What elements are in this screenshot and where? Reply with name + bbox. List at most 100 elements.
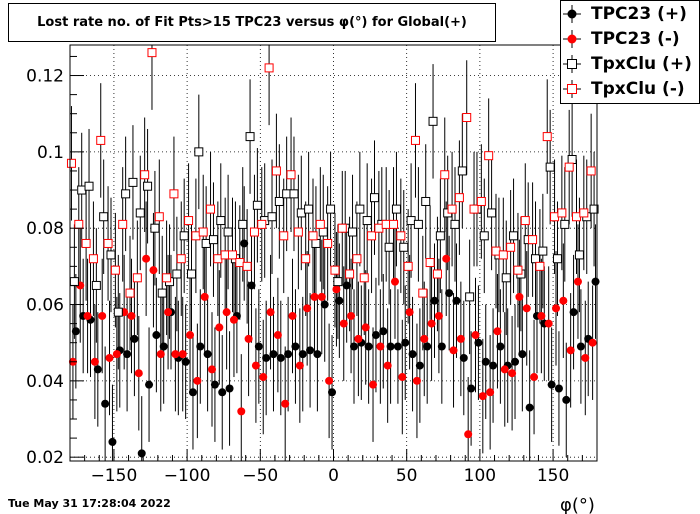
x-tick-label: −150 [91, 466, 138, 486]
data-point [105, 353, 114, 362]
data-point [528, 235, 538, 245]
data-point [306, 346, 315, 355]
data-point [198, 227, 208, 237]
data-point [162, 273, 172, 283]
data-point [291, 342, 300, 351]
data-point [326, 204, 336, 214]
data-point [66, 158, 76, 168]
data-point [147, 48, 157, 58]
data-point [245, 132, 255, 142]
data-point [293, 227, 303, 237]
data-point [249, 227, 259, 237]
data-point [427, 319, 436, 328]
data-point [403, 261, 413, 271]
data-point [176, 254, 186, 264]
data-point [349, 342, 358, 351]
data-point [496, 342, 505, 351]
data-point [572, 212, 582, 222]
data-point [157, 288, 167, 298]
data-point [143, 181, 153, 191]
data-point [589, 204, 599, 214]
chart-legend: TPC23 (+) TPC23 (-) TpxClu (+) TpxClu (-… [560, 0, 700, 104]
data-point [98, 311, 107, 320]
data-point [210, 380, 219, 389]
data-point [254, 342, 263, 351]
x-tick-label: −100 [164, 466, 211, 486]
data-point [77, 185, 87, 195]
data-point [425, 258, 435, 268]
data-point [345, 269, 355, 279]
data-point [489, 361, 498, 370]
data-point [206, 204, 216, 214]
data-point [235, 258, 245, 268]
data-point [90, 357, 99, 366]
data-point [564, 162, 574, 172]
x-tick-label: 50 [396, 466, 418, 486]
data-point [325, 376, 334, 385]
data-point [513, 265, 523, 275]
data-point [415, 361, 424, 370]
data-point [405, 308, 414, 317]
data-point [132, 273, 142, 283]
data-point [491, 246, 501, 256]
data-point [554, 384, 563, 393]
data-point [240, 239, 249, 248]
data-point [498, 250, 508, 260]
data-point [515, 292, 524, 301]
legend-marker-red-filled-circle [561, 28, 583, 50]
data-point [530, 373, 539, 382]
data-point [437, 342, 446, 351]
data-point [469, 204, 479, 214]
data-point [317, 292, 326, 301]
data-point [509, 231, 519, 241]
data-point [567, 154, 577, 164]
data-point [134, 369, 143, 378]
data-point [110, 265, 120, 275]
data-point [145, 380, 154, 389]
data-point [550, 212, 560, 222]
data-point [410, 135, 420, 145]
data-point [106, 250, 116, 260]
x-tick-label: −50 [242, 466, 278, 486]
data-point [464, 430, 473, 439]
data-point [142, 254, 151, 263]
data-point [581, 353, 590, 362]
data-point [301, 254, 311, 264]
data-point [452, 296, 461, 305]
data-point [135, 208, 145, 218]
data-point [74, 219, 84, 229]
data-point [279, 231, 289, 241]
data-point [573, 277, 582, 286]
data-point [237, 407, 246, 416]
data-point [508, 369, 517, 378]
data-point [181, 357, 190, 366]
legend-item: TPC23 (-) [561, 27, 700, 51]
data-point [381, 219, 391, 229]
data-point [103, 238, 113, 248]
data-point [273, 331, 282, 340]
data-point [330, 265, 340, 275]
data-point [99, 212, 109, 222]
data-point [152, 331, 161, 340]
data-point [184, 216, 194, 226]
data-point [396, 231, 406, 241]
data-point [423, 342, 432, 351]
data-point [389, 219, 399, 229]
data-point [421, 196, 431, 206]
data-point [434, 311, 443, 320]
legend-label: TPC23 (+) [591, 4, 687, 24]
data-point [257, 219, 267, 229]
data-point [559, 296, 568, 305]
data-point [251, 361, 260, 370]
data-point [262, 353, 271, 362]
data-point [281, 399, 290, 408]
data-point [308, 231, 318, 241]
data-point [332, 285, 341, 294]
x-axis-label: φ(°) [560, 495, 595, 514]
data-point [304, 204, 314, 214]
data-point [244, 334, 253, 343]
data-point [369, 380, 378, 389]
data-point [435, 231, 445, 241]
data-point [213, 254, 223, 264]
data-point [474, 338, 483, 347]
